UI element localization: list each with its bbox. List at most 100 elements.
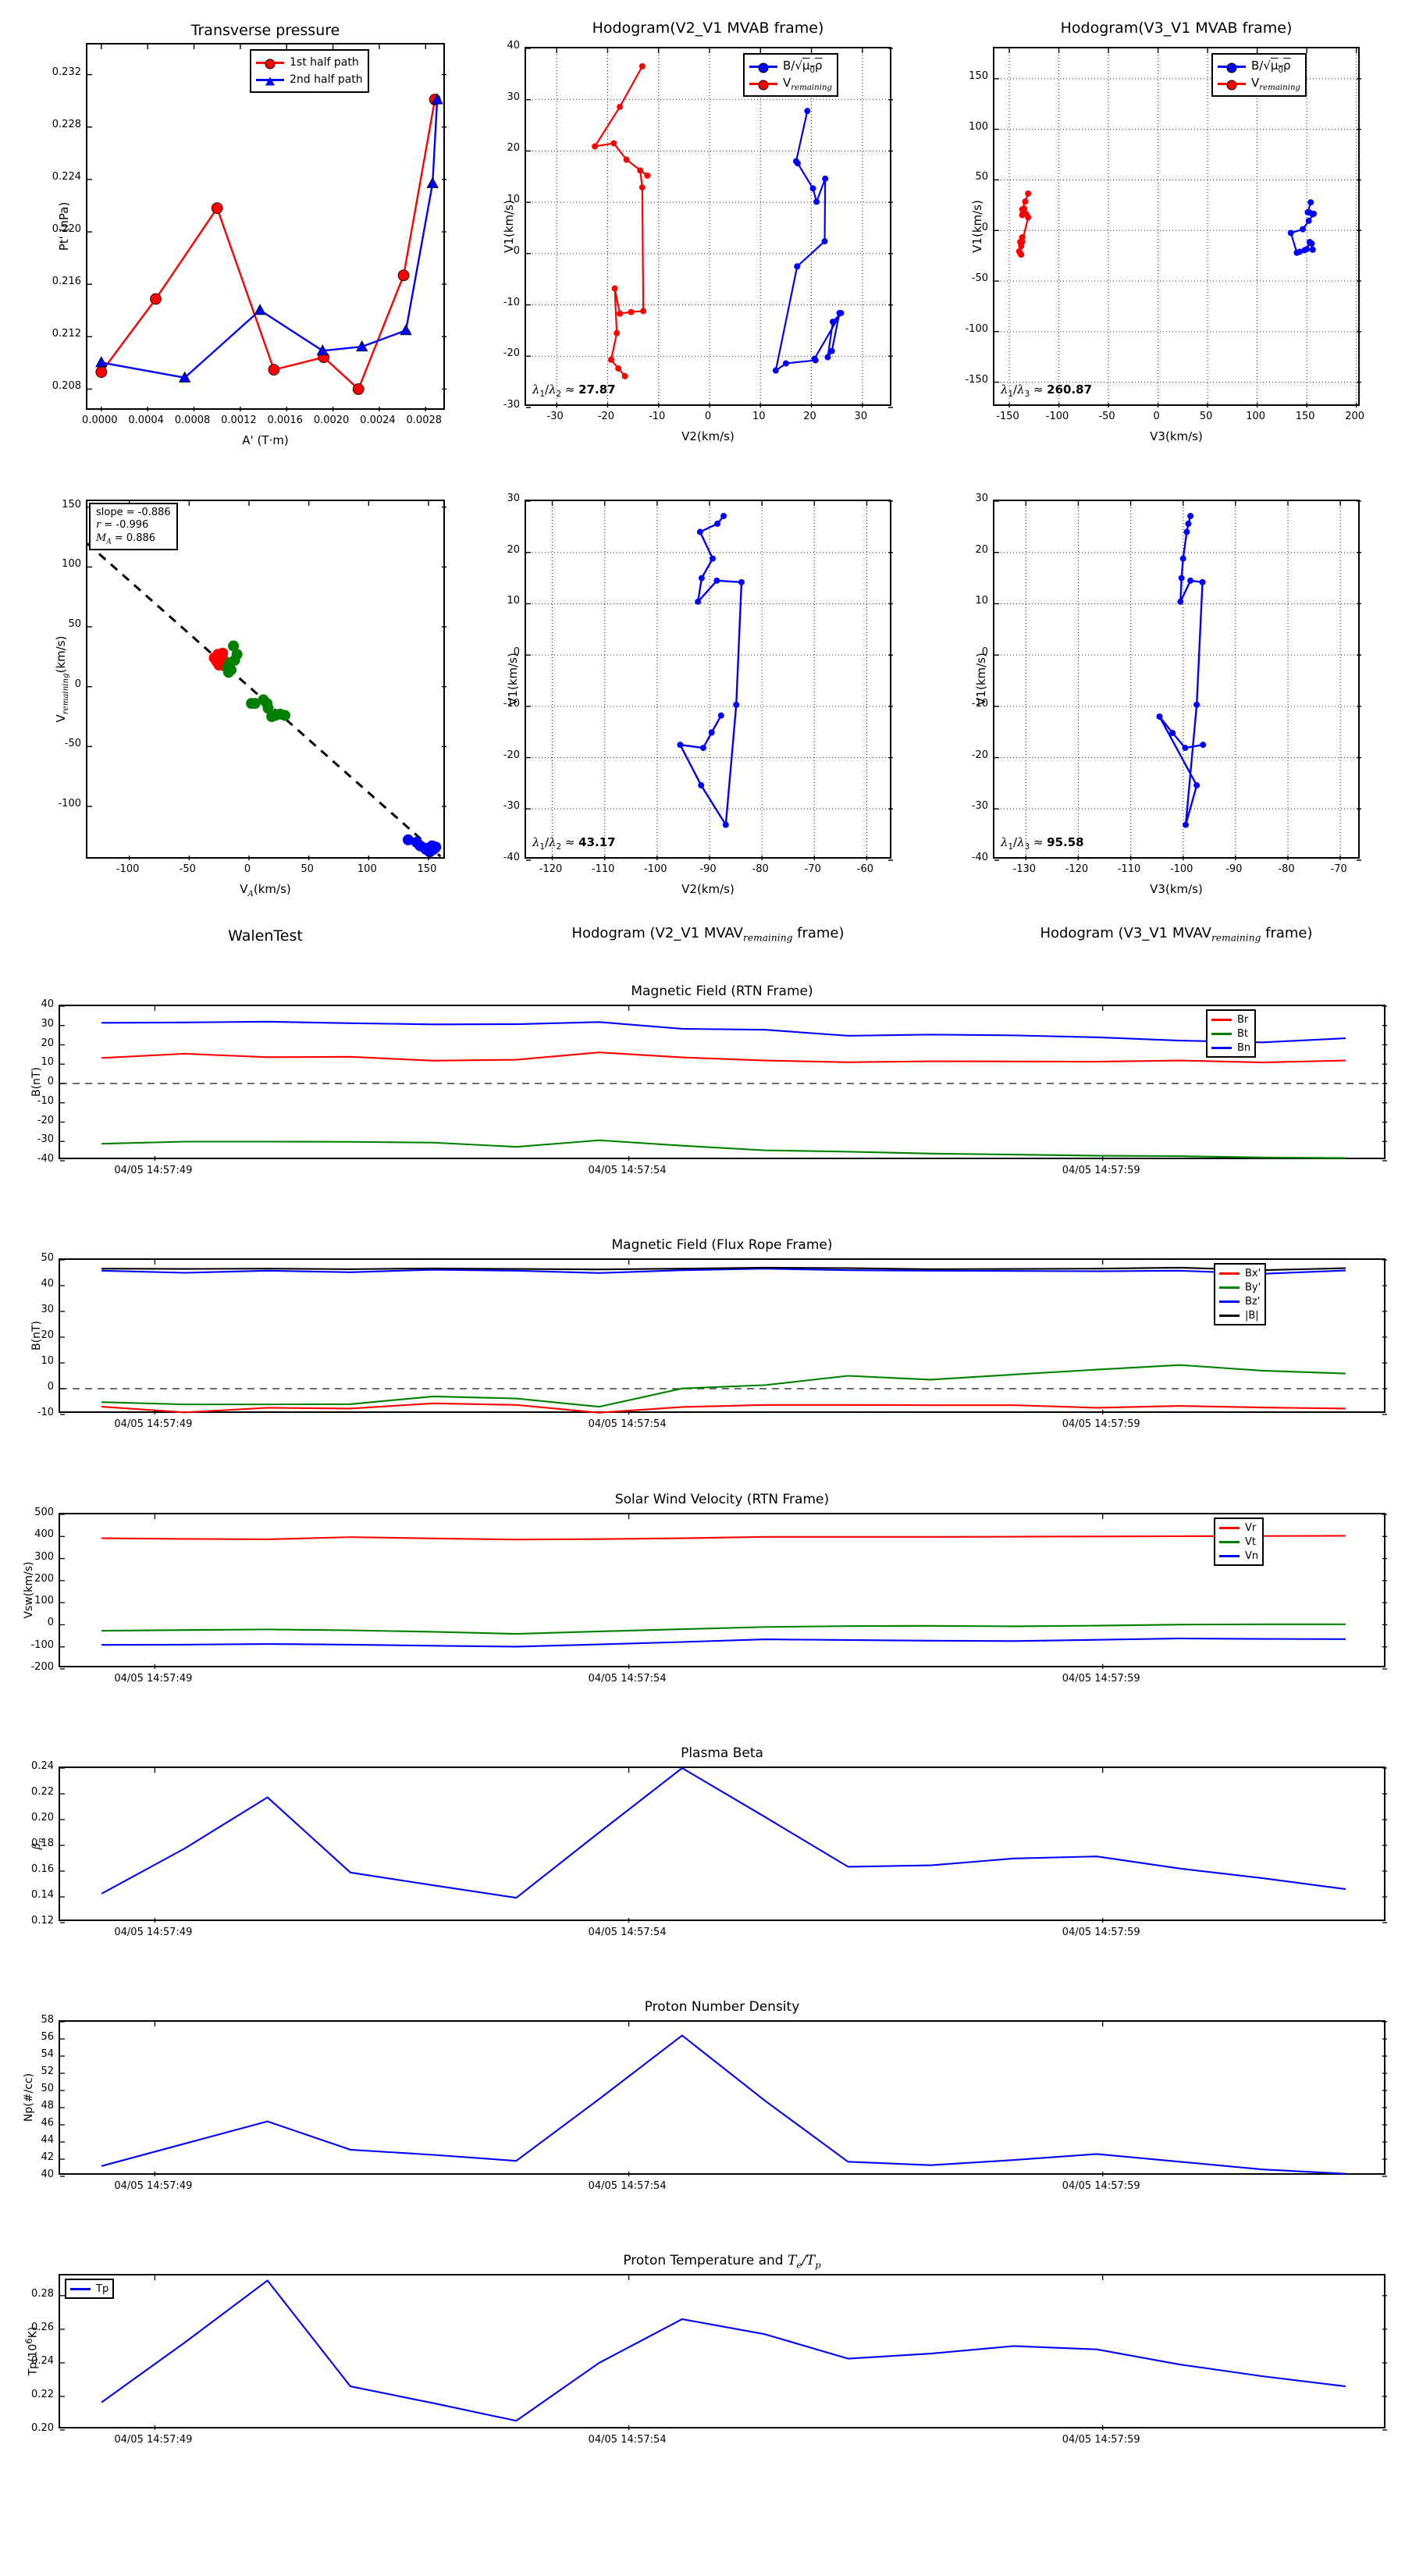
y-tick-label: 58 <box>41 2014 54 2026</box>
y-tick-label: 150 <box>969 69 988 82</box>
legend-line-swatch <box>70 2287 91 2290</box>
legend-item[interactable]: B/√μ0ρ <box>1218 58 1300 75</box>
walen-ma: MA = 0.886 <box>96 532 156 546</box>
chart-legend[interactable]: Bx' By' Bz' |B| <box>1214 1263 1267 1325</box>
legend-item[interactable]: Vremaining <box>1218 75 1300 92</box>
chart-title: Solar Wind Velocity (RTN Frame) <box>614 1492 830 1507</box>
x-tick-label: -100 <box>1169 863 1193 875</box>
plot-area <box>59 2020 1387 2177</box>
y-tick-label: 0.16 <box>31 1863 54 1875</box>
chart-legend[interactable]: Vr Vt Vn <box>1214 1517 1264 1566</box>
chart-legend[interactable]: Br Bt Bn <box>1206 1009 1257 1058</box>
x-axis-label: V2(km/s) <box>681 429 735 443</box>
y-tick-label: 30 <box>507 91 520 103</box>
legend-line-swatch <box>256 59 284 69</box>
eigenvalue-ratio-annotation: λ1/λ3 ≈ 260.87 <box>1001 382 1093 399</box>
legend-item[interactable]: By' <box>1219 1280 1261 1294</box>
series-vr <box>101 1535 1346 1541</box>
legend-label: Vt <box>1245 1535 1256 1548</box>
eigenvalue-ratio-annotation: λ1/λ3 ≈ 95.58 <box>1001 835 1084 852</box>
x-tick-label: 04/05 14:57:59 <box>1062 1927 1140 1938</box>
legend-item[interactable]: Bz' <box>1219 1294 1261 1308</box>
y-tick-label: 10 <box>975 595 988 607</box>
legend-item[interactable]: Bx' <box>1219 1266 1261 1280</box>
legend-item[interactable]: |B| <box>1219 1308 1261 1322</box>
y-tick-label: -150 <box>965 373 988 386</box>
y-tick-label: 48 <box>41 2100 54 2112</box>
plot-area <box>525 47 893 408</box>
x-tick-label: 04/05 14:57:49 <box>114 2180 193 2192</box>
y-axis-label: Tp(106K) <box>23 2326 40 2376</box>
y-tick-label: -200 <box>30 1661 54 1673</box>
legend-marker <box>265 76 275 85</box>
y-tick-label: -100 <box>58 798 81 809</box>
legend-item[interactable]: Vt <box>1219 1535 1258 1549</box>
legend-line-swatch <box>1219 1272 1240 1275</box>
y-tick-label: -50 <box>64 738 81 750</box>
y-tick-label: 30 <box>507 493 520 504</box>
x-tick-label: 04/05 14:57:54 <box>588 1927 667 1938</box>
y-tick-label: 0.228 <box>52 118 81 130</box>
legend-item[interactable]: Bn <box>1211 1041 1250 1055</box>
y-tick-label: -20 <box>503 749 520 761</box>
chart-title: Transverse pressure <box>190 22 340 39</box>
y-tick-label: -30 <box>503 800 520 813</box>
x-tick-label: 0 <box>244 863 251 875</box>
legend-item[interactable]: Vremaining <box>749 75 832 92</box>
y-tick-label: 50 <box>975 171 988 183</box>
legend-item[interactable]: 1st half path <box>256 54 363 71</box>
chart-title: Hodogram (V2_V1 MVAVremaining frame) <box>571 925 845 944</box>
series-vn <box>101 1637 1346 1648</box>
legend-item[interactable]: B/√μ0ρ <box>749 58 832 75</box>
x-tick-label: 04/05 14:57:59 <box>1062 2180 1140 2192</box>
x-tick-label: 0.0028 <box>406 415 443 426</box>
y-tick-label: 50 <box>41 1252 54 1264</box>
y-tick-label: 0 <box>47 1076 54 1087</box>
y-tick-label: -100 <box>965 322 988 335</box>
x-tick-label: -110 <box>591 863 615 875</box>
walen-r: r = -0.996 <box>96 519 149 532</box>
chart-legend[interactable]: Tp <box>65 2279 115 2299</box>
chart-panel-hodogram-v3v1-mvav: Hodogram (V3_V1 MVAVremaining frame) -130… <box>937 453 1405 944</box>
x-tick-label: -20 <box>597 411 615 422</box>
y-tick-label: 0.224 <box>52 170 81 183</box>
chart-panel-hodogram-v2v1-mvab: Hodogram(V2_V1 MVAB frame) -30 -20 -10 0 10 20… <box>468 0 937 468</box>
y-tick-label: 0.12 <box>31 1915 54 1927</box>
y-tick-label: 20 <box>41 1329 54 1341</box>
y-tick-label: 0.232 <box>52 66 81 78</box>
chart-legend[interactable]: B/√μ0ρ Vremaining <box>1211 53 1307 97</box>
y-tick-label: 100 <box>34 1595 54 1607</box>
y-tick-label: 0.22 <box>31 2388 54 2400</box>
x-tick-label: -90 <box>1225 863 1243 875</box>
legend-item[interactable]: Bt <box>1211 1026 1250 1041</box>
x-tick-label: 100 <box>1246 411 1266 422</box>
y-tick-label: 40 <box>507 40 520 52</box>
x-tick-label: -90 <box>699 863 717 875</box>
legend-line-swatch <box>1211 1018 1232 1021</box>
legend-label: Bt <box>1237 1027 1249 1040</box>
y-tick-label: 52 <box>41 2065 54 2077</box>
x-tick-label: 04/05 14:57:49 <box>114 1418 193 1430</box>
legend-marker <box>1226 80 1237 90</box>
chart-title: Proton Temperature and Te/Tp <box>623 2253 821 2271</box>
y-tick-label: 0.216 <box>52 276 81 288</box>
series-br <box>101 1051 1346 1064</box>
x-tick-label: 0.0004 <box>128 415 164 426</box>
legend-item[interactable]: Vn <box>1219 1549 1258 1563</box>
y-tick-label: -10 <box>503 296 520 308</box>
legend-item[interactable]: Vr <box>1219 1521 1258 1535</box>
y-tick-label: 0.24 <box>31 2354 54 2367</box>
x-tick-label: 30 <box>854 411 868 422</box>
series-b <box>101 1266 1346 1272</box>
legend-marker <box>758 80 769 90</box>
y-tick-label: -30 <box>503 399 520 411</box>
legend-item[interactable]: Tp <box>70 2282 108 2296</box>
x-tick-label: -10 <box>649 411 666 422</box>
legend-label: |B| <box>1245 1309 1259 1322</box>
chart-legend[interactable]: 1st half path 2nd half path <box>250 49 369 93</box>
legend-item[interactable]: Br <box>1211 1012 1250 1026</box>
chart-legend[interactable]: B/√μ0ρ Vremaining <box>743 53 839 97</box>
plot-area <box>59 1767 1387 1923</box>
x-tick-label: 150 <box>417 863 437 875</box>
legend-item[interactable]: 2nd half path <box>256 71 363 88</box>
